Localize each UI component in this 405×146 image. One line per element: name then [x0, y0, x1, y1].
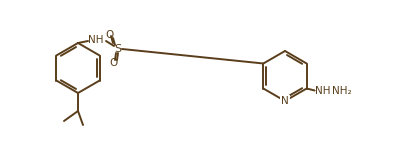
Text: O: O	[110, 58, 118, 68]
Text: N: N	[280, 96, 288, 106]
Text: O: O	[106, 30, 114, 40]
Text: NH: NH	[314, 86, 330, 95]
Text: NH: NH	[88, 35, 104, 45]
Text: S: S	[114, 44, 121, 54]
Text: N: N	[280, 96, 288, 106]
Text: NH₂: NH₂	[331, 86, 351, 95]
